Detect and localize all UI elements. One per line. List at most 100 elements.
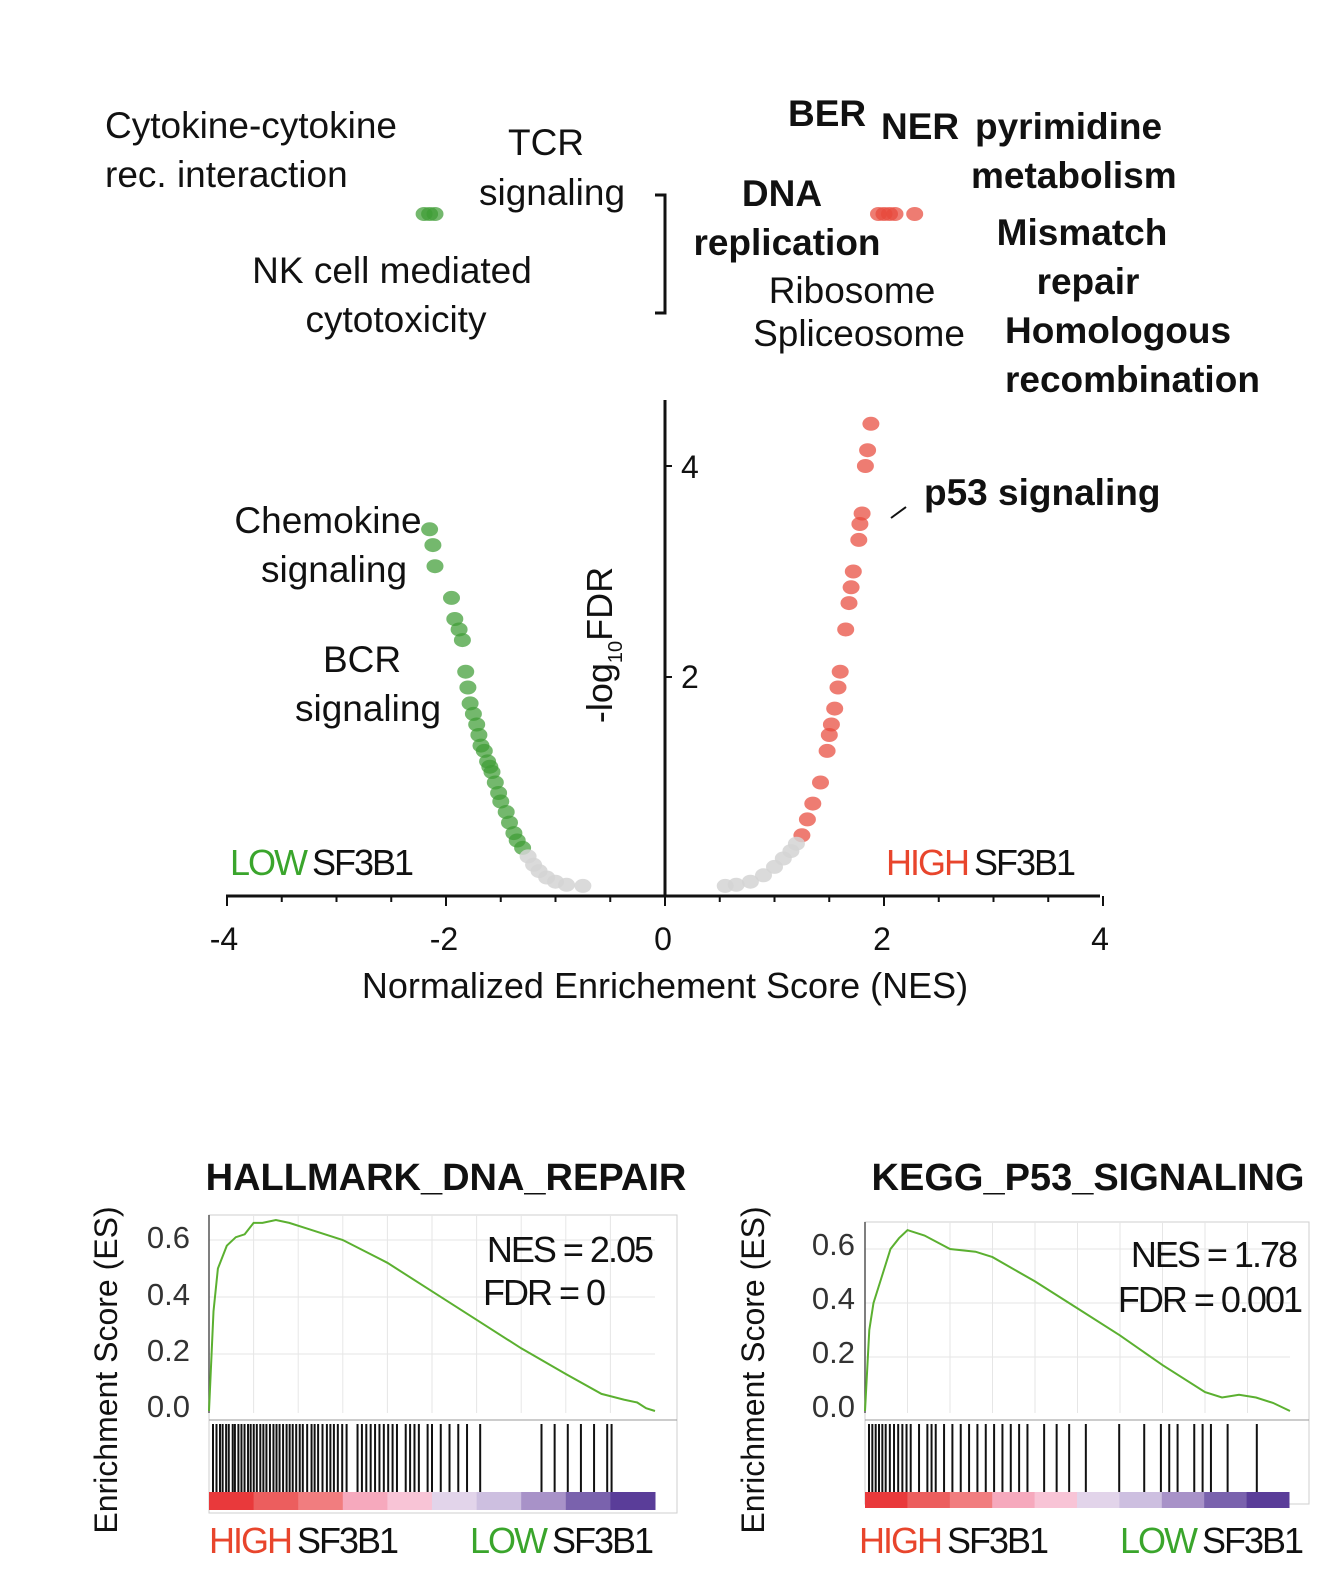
- volcano-point: [468, 717, 486, 732]
- label-cytokine-line1: Cytokine-cytokine: [105, 105, 397, 146]
- volcano-point: [483, 765, 501, 779]
- volcano-point: [804, 796, 822, 811]
- heat-cell: [1034, 1492, 1078, 1508]
- volcano-point: [492, 794, 510, 809]
- y-tick-label-4: 4: [681, 449, 699, 485]
- label-pyrimidine-line1: pyrimidine: [975, 106, 1162, 147]
- gsea-title-dna-repair: HALLMARK_DNA_REPAIR: [206, 1157, 687, 1199]
- gsea-low-label-dna-repair: LOW SF3B1: [470, 1520, 653, 1561]
- volcano-point: [464, 706, 482, 721]
- x-axis-ticks: [226, 896, 1104, 906]
- gsea2-ytick-0.2: 0.2: [812, 1335, 855, 1370]
- volcano-point: [426, 207, 444, 221]
- volcano-point: [446, 612, 464, 626]
- volcano-point: [461, 696, 479, 711]
- heat-cell: [907, 1492, 951, 1508]
- heat-cell: [1246, 1492, 1290, 1508]
- volcano-point: [851, 517, 869, 531]
- volcano-point: [862, 416, 880, 431]
- volcano-point: [831, 664, 849, 679]
- volcano-point: [844, 564, 862, 579]
- label-chemokine-line1: Chemokine: [234, 500, 421, 541]
- gsea-nes-dna-repair: NES = 2.05: [487, 1229, 653, 1270]
- heat-cell: [865, 1492, 908, 1508]
- volcano-point: [812, 775, 829, 790]
- heat-cell: [253, 1492, 299, 1510]
- gsea-panel-p53: KEGG_P53_SIGNALING Enrichment Score (ES)…: [735, 1157, 1310, 1561]
- label-ner: NER: [881, 106, 959, 147]
- volcano-point: [453, 633, 471, 648]
- y-axis-title: -log10FDR: [579, 567, 627, 723]
- gsea-es-line-dna-repair: [208, 1218, 656, 1412]
- label-ribosome: Ribosome: [769, 270, 936, 311]
- gsea-high-label-p53: HIGH SF3B1: [859, 1520, 1048, 1561]
- gsea1-ytick-0.4: 0.4: [147, 1277, 190, 1312]
- gsea-high-label-dna-repair: HIGH SF3B1: [209, 1520, 398, 1561]
- heat-cell: [298, 1492, 344, 1510]
- label-spliceosome: Spliceosome: [753, 313, 965, 354]
- heat-cell: [949, 1492, 993, 1508]
- label-mismatch-line1: Mismatch: [997, 212, 1168, 253]
- volcano-point: [906, 207, 924, 221]
- volcano-plot: 2 4 -4 -2 0 2 4 Normalized Enrichement S…: [105, 93, 1260, 1006]
- x-tick-label-neg4: -4: [210, 921, 238, 957]
- volcano-points: [415, 207, 924, 893]
- label-dna-line2: replication: [693, 222, 880, 263]
- volcano-point: [840, 596, 858, 611]
- label-tcr-line1: TCR: [508, 122, 584, 163]
- gsea-fdr-p53: FDR = 0.001: [1118, 1279, 1302, 1320]
- y-tick-label-2: 2: [681, 659, 699, 695]
- volcano-point: [766, 859, 783, 874]
- gsea2-ytick-0.4: 0.4: [812, 1281, 855, 1316]
- volcano-point: [842, 580, 860, 595]
- label-tcr-line2: signaling: [479, 172, 625, 213]
- heat-cell: [1077, 1492, 1120, 1508]
- heat-cell: [565, 1492, 611, 1510]
- gsea1-ytick-0.0: 0.0: [147, 1389, 190, 1424]
- label-bcr-line1: BCR: [323, 639, 401, 680]
- label-homologous-line1: Homologous: [1005, 310, 1231, 351]
- label-nk-line1: NK cell mediated: [252, 250, 532, 291]
- heat-cell: [1204, 1492, 1248, 1508]
- label-bcr-line2: signaling: [295, 688, 441, 729]
- volcano-point: [558, 877, 575, 892]
- volcano-point: [886, 207, 904, 221]
- heat-cell: [1161, 1492, 1205, 1508]
- heat-cell: [342, 1492, 388, 1510]
- volcano-point: [497, 805, 515, 819]
- heat-cell: [1119, 1492, 1163, 1508]
- volcano-point: [856, 459, 874, 473]
- gsea-hits-p53: [868, 1424, 1258, 1492]
- volcano-point: [822, 717, 840, 732]
- volcano-point: [475, 743, 493, 758]
- label-nk-line2: cytotoxicity: [306, 299, 487, 340]
- gsea-grid-dna-repair: [209, 1215, 655, 1413]
- gsea-grid-p53: [865, 1222, 1290, 1413]
- gsea1-ytick-0.2: 0.2: [147, 1333, 190, 1368]
- volcano-point: [457, 664, 475, 679]
- volcano-point: [818, 743, 836, 758]
- gsea-fdr-dna-repair: FDR = 0: [483, 1272, 605, 1313]
- gsea-nes-p53: NES = 1.78: [1131, 1234, 1297, 1275]
- x-tick-label-0: 0: [654, 921, 672, 957]
- volcano-point: [853, 506, 871, 521]
- p53-leader-line: [890, 506, 907, 519]
- label-mismatch-line2: repair: [1037, 261, 1140, 302]
- x-tick-label-4: 4: [1091, 921, 1109, 957]
- heat-cell: [476, 1492, 522, 1510]
- label-ber: BER: [788, 93, 866, 134]
- volcano-point: [426, 559, 444, 574]
- gsea-hits-dna-repair: [212, 1424, 613, 1492]
- label-homologous-line2: recombination: [1005, 359, 1260, 400]
- gsea-low-label-p53: LOW SF3B1: [1120, 1520, 1303, 1561]
- volcano-point: [424, 538, 442, 553]
- volcano-point: [716, 878, 734, 893]
- gsea-title-p53: KEGG_P53_SIGNALING: [872, 1157, 1305, 1199]
- x-axis-title: Normalized Enrichement Score (NES): [362, 965, 968, 1006]
- volcano-point: [837, 622, 855, 637]
- volcano-point: [421, 522, 439, 537]
- heat-cell: [387, 1492, 433, 1510]
- gsea-ylabel-dna-repair: Enrichment Score (ES): [88, 1206, 124, 1533]
- heat-cell: [992, 1492, 1036, 1508]
